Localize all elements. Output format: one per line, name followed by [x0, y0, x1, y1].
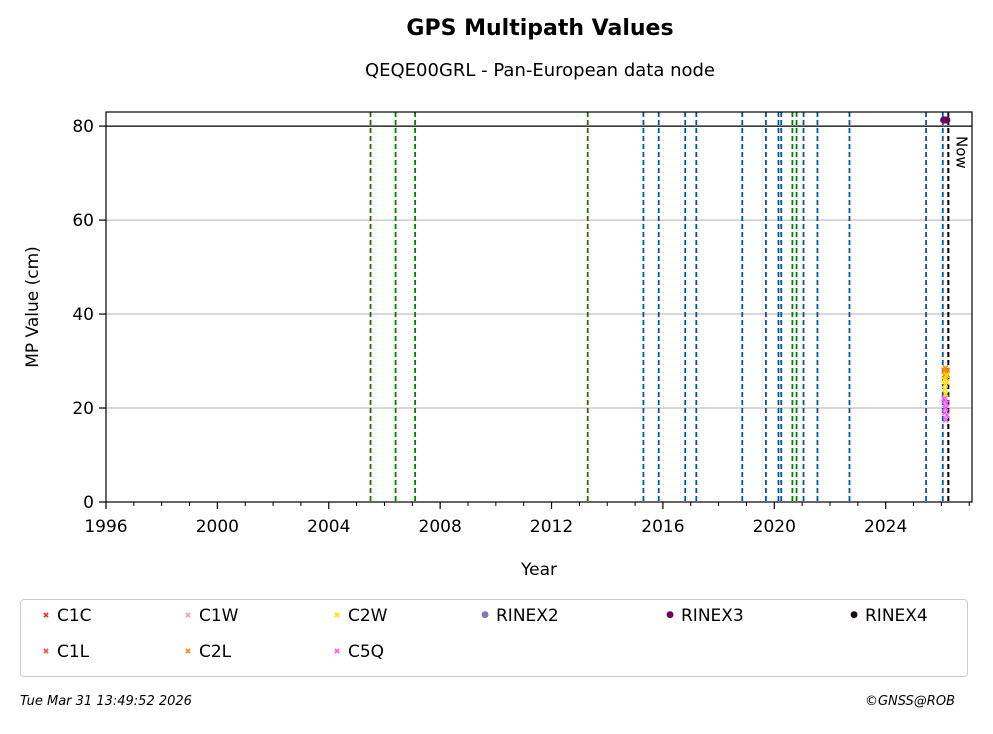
legend-item-c2w: ✖ C2W	[326, 606, 388, 626]
marker-stroke	[943, 367, 951, 374]
x-tick-label: 2024	[864, 517, 907, 537]
data-point-c2w	[941, 386, 948, 393]
marker-stroke	[943, 412, 951, 419]
data-point-c2w	[943, 372, 950, 379]
x-marker-icon: ✖	[42, 646, 50, 656]
legend-label: C1L	[57, 642, 90, 662]
y-tick-label: 80	[72, 117, 94, 137]
x-tick-label: 2020	[753, 517, 796, 537]
marker-stroke	[943, 379, 951, 386]
marker-stroke	[942, 404, 949, 412]
marker-stroke	[942, 390, 949, 397]
legend-label: C1W	[199, 606, 239, 626]
data-point-c5q	[942, 404, 949, 412]
now-label: Now	[952, 136, 970, 169]
marker-stroke	[941, 376, 948, 383]
y-tick-label: 0	[83, 493, 94, 513]
marker-stroke	[941, 397, 948, 405]
y-tick-label: 40	[72, 305, 94, 325]
timestamp: Tue Mar 31 13:49:52 2026	[20, 694, 192, 709]
legend-label: RINEX2	[496, 606, 559, 626]
x-marker-icon: ✖	[333, 610, 341, 620]
marker-stroke	[942, 416, 949, 423]
x-marker-icon: ✖	[184, 610, 192, 620]
dot-marker-icon: ●	[666, 610, 674, 620]
plot-area	[106, 112, 972, 502]
y-axis-label: MP Value (cm)	[23, 246, 43, 368]
legend-label: RINEX3	[681, 606, 744, 626]
data-point-c5q	[941, 397, 948, 405]
legend-label: C1C	[57, 606, 92, 626]
legend-item-c1c: ✖ C1C	[35, 606, 92, 626]
x-tick-label: 2012	[530, 517, 573, 537]
x-marker-icon: ✖	[333, 646, 341, 656]
x-marker-icon: ✖	[184, 646, 192, 656]
y-tick-label: 20	[72, 399, 94, 419]
legend-item-c5q: ✖ C5Q	[326, 642, 384, 662]
copyright-credit: ©GNSS@ROB	[864, 694, 955, 709]
x-tick-label: 2004	[307, 517, 350, 537]
legend-label: C5Q	[348, 642, 385, 662]
x-tick-label: 2000	[196, 517, 239, 537]
x-tick-label: 2016	[641, 517, 684, 537]
legend-item-c1w: ✖ C1W	[177, 606, 239, 626]
dot-marker-icon: ●	[850, 610, 858, 620]
x-tick-label: 2008	[419, 517, 462, 537]
data-point-c2w	[943, 379, 951, 386]
legend-item-rinex3: ● RINEX3	[659, 606, 744, 626]
dot-marker-icon: ●	[481, 610, 489, 620]
data-point-c5q	[942, 416, 949, 423]
legend-item-c1l: ✖ C1L	[35, 642, 90, 662]
data-point-rinex3	[943, 116, 951, 124]
legend-label: RINEX4	[865, 606, 928, 626]
y-tick-label: 60	[72, 211, 94, 231]
marker-stroke	[941, 395, 948, 402]
chart-subtitle: QEQE00GRL - Pan-European data node	[364, 60, 716, 81]
multipath-chart: Now 1996 2000 2004 2008 2012 2016 2020 2024 0 20 40…	[23, 111, 973, 580]
legend-item-rinex2: ● RINEX2	[474, 606, 559, 626]
data-point-c5q	[943, 412, 951, 419]
legend-label: C2W	[348, 606, 388, 626]
chart-legend: ✖ C1C ✖ C1W ✖ C2W ● RINEX2 ● RINEX3 ● RINEX4 ✖ C1L ✖ C2…	[20, 599, 968, 677]
legend-label: C2L	[199, 642, 232, 662]
marker-stroke	[943, 372, 950, 379]
x-tick-label: 1996	[84, 517, 127, 537]
chart-title: GPS Multipath Values	[406, 16, 674, 41]
marker-stroke	[941, 386, 948, 393]
x-marker-icon: ✖	[42, 610, 50, 620]
legend-item-rinex4: ● RINEX4	[843, 606, 928, 626]
data-point-c2l	[943, 367, 951, 374]
data-point-c2w	[942, 390, 949, 397]
axes-frame	[105, 111, 973, 503]
legend-item-c2l: ✖ C2L	[177, 642, 232, 662]
x-axis-label: Year	[520, 560, 557, 580]
